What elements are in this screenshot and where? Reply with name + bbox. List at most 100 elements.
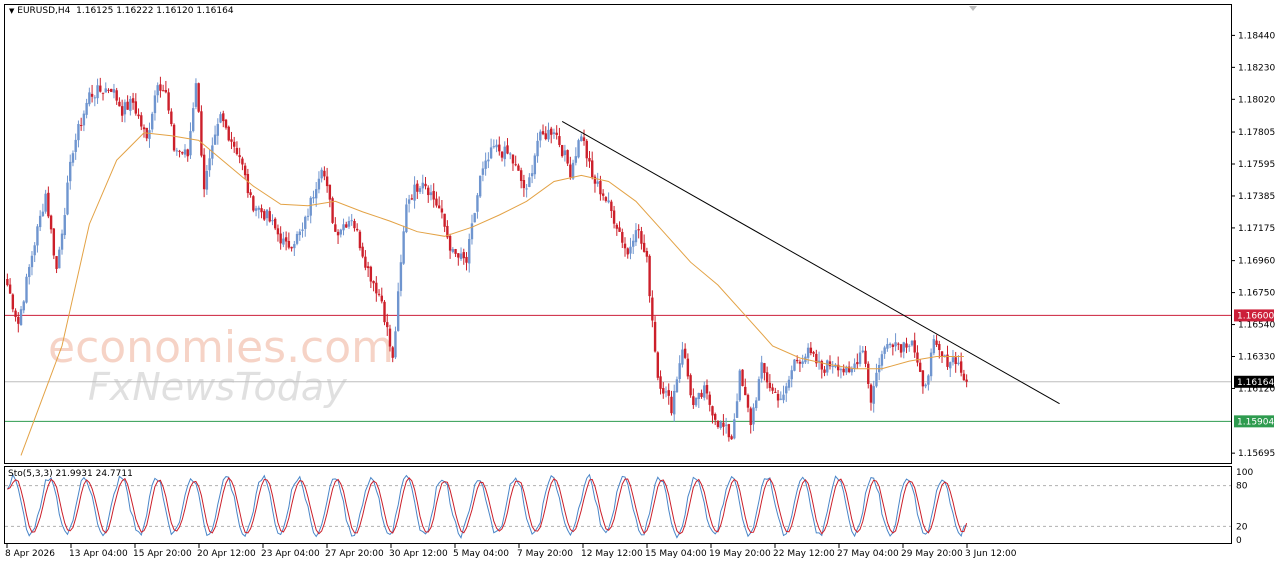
candle bbox=[836, 356, 840, 377]
candle-body bbox=[142, 127, 146, 130]
candle-body bbox=[164, 90, 168, 93]
trendline[interactable] bbox=[561, 120, 1060, 405]
y-tick-label: 1.16120 bbox=[1238, 384, 1275, 394]
candle-body bbox=[358, 231, 362, 249]
candle-body bbox=[6, 279, 9, 286]
candle-body bbox=[850, 368, 854, 373]
candle-body bbox=[282, 238, 285, 245]
candle bbox=[478, 175, 482, 198]
candle-body bbox=[334, 224, 337, 232]
candle-body bbox=[377, 293, 381, 295]
candle bbox=[79, 117, 83, 131]
candle bbox=[60, 229, 64, 255]
candle-body bbox=[369, 266, 373, 282]
candle bbox=[192, 102, 195, 133]
candle bbox=[429, 184, 433, 201]
stochastic-panel-frame bbox=[4, 466, 1232, 544]
candle-body bbox=[632, 240, 635, 247]
candle-body bbox=[722, 422, 725, 427]
candle bbox=[350, 214, 353, 226]
candle bbox=[394, 326, 397, 360]
candle-body bbox=[219, 114, 222, 123]
candle-body bbox=[71, 153, 75, 163]
candle bbox=[90, 84, 94, 103]
x-tick-label: 29 May 20:00 bbox=[901, 549, 963, 559]
candle-body bbox=[938, 344, 941, 351]
candle-body bbox=[273, 218, 277, 229]
candle bbox=[591, 151, 594, 180]
candle bbox=[435, 191, 438, 208]
candle-body bbox=[555, 132, 558, 135]
candle-body bbox=[457, 253, 460, 258]
candle-body bbox=[151, 113, 154, 130]
candle bbox=[555, 125, 558, 140]
candle bbox=[107, 88, 110, 94]
x-tick-label: 30 Apr 12:00 bbox=[389, 549, 448, 559]
candle bbox=[823, 365, 826, 377]
candle bbox=[601, 189, 605, 201]
collapse-triangle-icon[interactable]: ▼ bbox=[9, 7, 15, 15]
candle-body bbox=[263, 211, 266, 220]
candle-body bbox=[812, 352, 815, 354]
candle bbox=[569, 156, 572, 180]
candle bbox=[49, 214, 53, 234]
candle bbox=[271, 214, 274, 226]
candle bbox=[776, 389, 780, 408]
candle bbox=[653, 316, 657, 353]
candle bbox=[355, 223, 359, 232]
candle-body bbox=[8, 284, 12, 294]
y-tick-label: 1.18020 bbox=[1238, 95, 1275, 105]
candle bbox=[651, 290, 654, 328]
candle-body bbox=[347, 221, 351, 227]
candle bbox=[730, 434, 733, 440]
candle bbox=[793, 358, 796, 372]
candle-body bbox=[388, 328, 392, 347]
candle bbox=[336, 229, 340, 244]
candle bbox=[115, 87, 118, 105]
candle-body bbox=[30, 255, 34, 268]
candle-body bbox=[293, 244, 296, 249]
candle bbox=[38, 210, 42, 232]
candle-body bbox=[686, 358, 690, 377]
candle-body bbox=[287, 240, 291, 248]
candle-body bbox=[782, 394, 785, 401]
candle-body bbox=[481, 168, 485, 175]
candle bbox=[19, 306, 23, 326]
candle-body bbox=[77, 124, 80, 141]
candle bbox=[284, 231, 288, 251]
candle bbox=[134, 93, 138, 116]
price-labels: 1.16600 1.16164 1.15904 bbox=[1234, 309, 1274, 428]
x-tick-label: 22 May 12:00 bbox=[773, 549, 835, 559]
candle-body bbox=[462, 252, 465, 259]
candle bbox=[118, 97, 121, 107]
candle bbox=[8, 278, 12, 294]
candle bbox=[151, 111, 154, 133]
candle bbox=[140, 112, 143, 131]
candle-body bbox=[610, 201, 613, 211]
candle bbox=[746, 393, 750, 413]
candle bbox=[416, 180, 419, 199]
candle bbox=[498, 136, 501, 156]
candle-body bbox=[413, 184, 416, 201]
candle-body bbox=[574, 156, 578, 163]
candle-body bbox=[427, 187, 430, 196]
candle-body bbox=[405, 204, 408, 233]
candle bbox=[112, 83, 116, 99]
candle-body bbox=[301, 229, 304, 231]
time-axis[interactable]: 8 Apr 2026 13 Apr 04:00 15 Apr 20:00 20 Apr… bbox=[5, 544, 1017, 559]
candle bbox=[55, 256, 58, 274]
candle-body bbox=[375, 282, 378, 294]
candle bbox=[645, 247, 649, 263]
candle bbox=[432, 183, 435, 208]
candle bbox=[252, 195, 255, 213]
candle bbox=[806, 343, 810, 364]
candle bbox=[263, 209, 266, 221]
candle-body bbox=[484, 160, 487, 169]
candle-body bbox=[298, 231, 301, 236]
candle-body bbox=[629, 246, 632, 254]
candle-body bbox=[241, 158, 244, 165]
candle bbox=[77, 120, 80, 148]
candle bbox=[183, 144, 187, 158]
price-axis[interactable]: 1.18440 1.18230 1.18020 1.17805 1.17595 1.173… bbox=[1231, 31, 1275, 459]
